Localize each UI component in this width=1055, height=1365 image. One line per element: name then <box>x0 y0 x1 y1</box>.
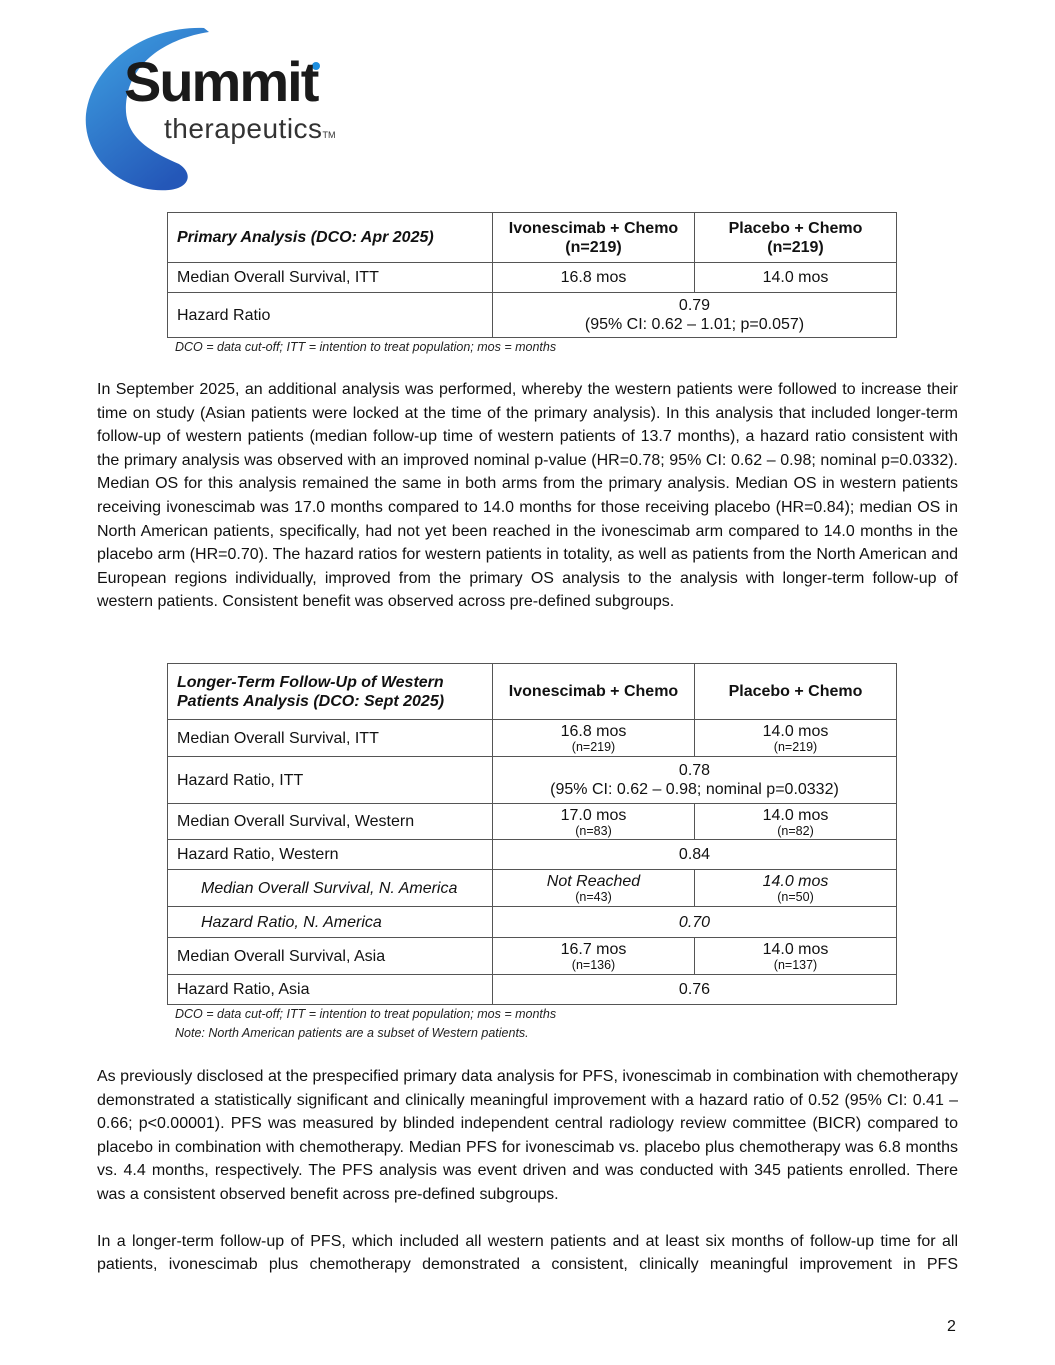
n-count: (n=83) <box>575 823 612 838</box>
hazard-ratio-value: 0.70 <box>492 906 897 938</box>
table-header-cell: Longer-Term Follow-Up of Western Patient… <box>167 663 493 720</box>
row-label: Hazard Ratio, ITT <box>167 756 493 804</box>
longer-term-followup-table: Longer-Term Follow-Up of Western Patient… <box>167 663 897 1005</box>
n-count: (n=82) <box>777 823 814 838</box>
table-row: Median Overall Survival, N. America Not … <box>167 869 897 907</box>
table-row: Median Overall Survival, ITT 16.8 mos (n=… <box>167 719 897 757</box>
table-header-row: Primary Analysis (DCO: Apr 2025) Ivonesc… <box>167 212 897 263</box>
value: 14.0 mos <box>762 941 829 958</box>
n-count: (n=136) <box>571 958 616 972</box>
hazard-ratio-value: 0.76 <box>492 974 897 1005</box>
placebo-value: 14.0 mos (n=219) <box>694 719 897 757</box>
row-label: Median Overall Survival, ITT <box>167 719 493 757</box>
logo-subtitle-text: therapeutics <box>164 113 323 144</box>
table-row: Hazard Ratio 0.79 (95% CI: 0.62 – 1.01; p… <box>167 292 897 338</box>
primary-analysis-block: Primary Analysis (DCO: Apr 2025) Ivonesc… <box>167 212 897 357</box>
table-note: Note: North American patients are a subs… <box>175 1026 529 1040</box>
table-row: Hazard Ratio, Asia 0.76 <box>167 974 897 1005</box>
logo-trademark: TM <box>322 130 336 140</box>
value: 14.0 mos <box>762 873 829 890</box>
paragraph-block: As previously disclosed at the prespecif… <box>97 1065 958 1277</box>
value: 17.0 mos <box>560 806 627 824</box>
hr-detail: (95% CI: 0.62 – 1.01; p=0.057) <box>584 316 805 333</box>
table-header-cell: Primary Analysis (DCO: Apr 2025) <box>167 212 493 263</box>
row-label: Median Overall Survival, Western <box>167 803 493 840</box>
summit-therapeutics-logo: Summit therapeuticsTM <box>84 24 374 194</box>
hazard-ratio-value: 0.78 (95% CI: 0.62 – 0.98; nominal p=0.03… <box>492 756 897 804</box>
table-header-row: Longer-Term Follow-Up of Western Patient… <box>167 663 897 720</box>
table-row: Hazard Ratio, Western 0.84 <box>167 839 897 870</box>
logo-swoosh-icon <box>85 27 320 191</box>
hazard-ratio-value: 0.79 (95% CI: 0.62 – 1.01; p=0.057) <box>492 292 897 338</box>
value: 16.8 mos <box>560 723 627 740</box>
n-count: (n=219) <box>571 740 616 754</box>
logo-wordmark: Summit <box>124 50 319 113</box>
n-count: (n=219) <box>773 740 818 754</box>
ivonescimab-value: 16.8 mos (n=219) <box>492 719 695 757</box>
table-row: Median Overall Survival, Asia 16.7 mos (n… <box>167 937 897 975</box>
row-label: Hazard Ratio, Western <box>167 839 493 870</box>
table-header-cell: Ivonescimab + Chemo (n=219) <box>492 212 695 263</box>
table-footnote: DCO = data cut-off; ITT = intention to t… <box>175 1007 557 1021</box>
table-header-cell: Placebo + Chemo (n=219) <box>694 212 897 263</box>
table-row: Hazard Ratio, N. America 0.70 <box>167 906 897 938</box>
longer-term-block: Longer-Term Follow-Up of Western Patient… <box>167 663 897 1043</box>
ivonescimab-value: 17.0 mos (n=83) <box>492 803 695 840</box>
n-count: (n=50) <box>777 890 814 904</box>
row-label: Hazard Ratio <box>167 292 493 338</box>
paragraph: In a longer-term follow-up of PFS, which… <box>97 1232 958 1274</box>
hr: 0.78 <box>678 762 711 779</box>
paragraph: In September 2025, an additional analysi… <box>97 381 958 611</box>
paragraph: As previously disclosed at the prespecif… <box>97 1068 958 1203</box>
logo-subtitle: therapeuticsTM <box>164 114 336 144</box>
placebo-value: 14.0 mos (n=50) <box>694 869 897 907</box>
primary-analysis-table: Primary Analysis (DCO: Apr 2025) Ivonesc… <box>167 212 897 338</box>
ivonescimab-value: Not Reached (n=43) <box>492 869 695 907</box>
table-header-cell: Placebo + Chemo <box>694 663 897 720</box>
page-number: 2 <box>947 1318 956 1335</box>
hr-detail: (95% CI: 0.62 – 0.98; nominal p=0.0332) <box>550 781 839 798</box>
n-count: (n=137) <box>773 958 818 972</box>
value: 14.0 mos <box>762 806 829 824</box>
value: 16.7 mos <box>560 941 627 958</box>
value: 14.0 mos <box>762 723 829 740</box>
table-row: Median Overall Survival, Western 17.0 mo… <box>167 803 897 840</box>
hr: 0.79 <box>678 297 711 314</box>
row-label: Hazard Ratio, Asia <box>167 974 493 1005</box>
placebo-value: 14.0 mos (n=82) <box>694 803 897 840</box>
ivonescimab-value: 16.8 mos <box>492 262 695 293</box>
placebo-value: 14.0 mos (n=137) <box>694 937 897 975</box>
value: Not Reached <box>546 873 641 890</box>
row-label: Median Overall Survival, ITT <box>167 262 493 293</box>
placebo-value: 14.0 mos <box>694 262 897 293</box>
paragraph-block: In September 2025, an additional analysi… <box>97 378 958 614</box>
ivonescimab-value: 16.7 mos (n=136) <box>492 937 695 975</box>
table-header-cell: Ivonescimab + Chemo <box>492 663 695 720</box>
table-footnote: DCO = data cut-off; ITT = intention to t… <box>175 340 557 354</box>
table-row: Hazard Ratio, ITT 0.78 (95% CI: 0.62 – 0.… <box>167 756 897 804</box>
row-label: Median Overall Survival, N. America <box>167 869 493 907</box>
row-label: Median Overall Survival, Asia <box>167 937 493 975</box>
row-label: Hazard Ratio, N. America <box>167 906 493 938</box>
hazard-ratio-value: 0.84 <box>492 839 897 870</box>
table-row: Median Overall Survival, ITT 16.8 mos 14… <box>167 262 897 293</box>
n-count: (n=43) <box>575 890 612 904</box>
